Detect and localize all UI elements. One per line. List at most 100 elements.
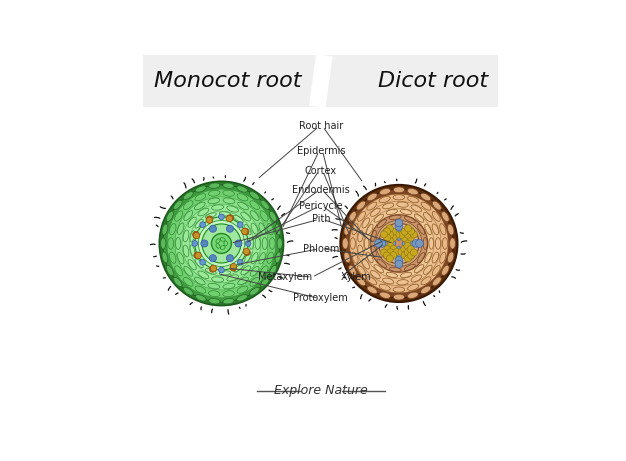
Ellipse shape: [399, 248, 406, 255]
Circle shape: [374, 240, 382, 248]
Ellipse shape: [216, 239, 220, 243]
Circle shape: [227, 215, 233, 221]
Ellipse shape: [275, 224, 281, 235]
Ellipse shape: [389, 215, 401, 219]
Ellipse shape: [349, 265, 356, 275]
Ellipse shape: [374, 265, 384, 273]
Circle shape: [193, 232, 200, 239]
Ellipse shape: [245, 252, 251, 262]
Ellipse shape: [389, 246, 396, 253]
Ellipse shape: [237, 194, 248, 201]
Ellipse shape: [170, 252, 176, 263]
Ellipse shape: [183, 288, 193, 295]
Ellipse shape: [404, 217, 416, 223]
Ellipse shape: [190, 230, 195, 242]
Ellipse shape: [421, 277, 431, 285]
Ellipse shape: [223, 291, 234, 297]
Ellipse shape: [168, 238, 173, 249]
Ellipse shape: [162, 224, 168, 235]
Ellipse shape: [183, 245, 189, 257]
Circle shape: [383, 252, 391, 259]
Ellipse shape: [425, 224, 431, 235]
Circle shape: [341, 185, 458, 302]
Circle shape: [402, 240, 409, 247]
Text: Monocot root: Monocot root: [154, 71, 302, 91]
Circle shape: [182, 204, 261, 283]
Circle shape: [230, 264, 237, 270]
Circle shape: [396, 254, 402, 260]
Circle shape: [243, 248, 250, 254]
Ellipse shape: [344, 252, 351, 263]
Text: Protoxylem: Protoxylem: [294, 294, 348, 303]
Ellipse shape: [198, 271, 208, 278]
Ellipse shape: [250, 192, 259, 200]
Ellipse shape: [439, 252, 446, 263]
Circle shape: [404, 231, 411, 238]
Ellipse shape: [448, 252, 454, 263]
Ellipse shape: [250, 211, 259, 220]
Ellipse shape: [367, 202, 377, 210]
Circle shape: [230, 265, 237, 271]
Circle shape: [404, 248, 411, 256]
Circle shape: [227, 215, 233, 221]
Circle shape: [408, 228, 414, 235]
Circle shape: [206, 217, 213, 224]
FancyBboxPatch shape: [143, 55, 498, 107]
Ellipse shape: [184, 266, 193, 276]
Ellipse shape: [216, 244, 220, 248]
Text: Endodermis: Endodermis: [292, 185, 350, 195]
Text: Pith: Pith: [312, 214, 330, 225]
Ellipse shape: [173, 200, 182, 209]
Ellipse shape: [350, 238, 356, 249]
Ellipse shape: [386, 272, 398, 278]
Ellipse shape: [195, 202, 205, 210]
Circle shape: [227, 254, 233, 262]
Circle shape: [404, 242, 411, 249]
Ellipse shape: [379, 196, 390, 203]
Ellipse shape: [384, 240, 393, 247]
Circle shape: [396, 234, 402, 240]
Ellipse shape: [250, 266, 259, 276]
Ellipse shape: [237, 186, 247, 192]
Circle shape: [382, 240, 389, 247]
Ellipse shape: [224, 241, 227, 246]
Ellipse shape: [223, 190, 234, 196]
Circle shape: [409, 240, 416, 247]
Circle shape: [393, 248, 400, 255]
Ellipse shape: [183, 278, 193, 286]
Ellipse shape: [357, 201, 366, 210]
Ellipse shape: [432, 252, 439, 263]
Ellipse shape: [357, 245, 363, 256]
Circle shape: [218, 214, 224, 220]
Circle shape: [195, 252, 202, 259]
Circle shape: [210, 265, 217, 272]
Circle shape: [209, 266, 216, 272]
Circle shape: [193, 232, 199, 238]
Text: Xylem: Xylem: [341, 272, 371, 282]
Circle shape: [376, 220, 422, 266]
Ellipse shape: [259, 253, 265, 264]
Circle shape: [395, 260, 403, 268]
Ellipse shape: [357, 266, 366, 276]
Ellipse shape: [371, 230, 376, 242]
Ellipse shape: [421, 286, 431, 294]
Ellipse shape: [269, 238, 275, 249]
Circle shape: [395, 219, 403, 227]
Circle shape: [401, 234, 408, 242]
Ellipse shape: [212, 277, 223, 282]
Ellipse shape: [433, 201, 441, 210]
Circle shape: [401, 228, 408, 235]
Ellipse shape: [161, 238, 166, 249]
Ellipse shape: [275, 252, 281, 263]
Circle shape: [364, 208, 434, 278]
Ellipse shape: [448, 224, 454, 235]
Circle shape: [398, 231, 405, 238]
Circle shape: [242, 228, 249, 235]
Circle shape: [404, 225, 411, 232]
Circle shape: [381, 231, 387, 238]
Circle shape: [393, 231, 400, 238]
Circle shape: [383, 228, 391, 235]
Ellipse shape: [183, 201, 193, 209]
Circle shape: [237, 260, 243, 265]
Circle shape: [393, 238, 404, 249]
